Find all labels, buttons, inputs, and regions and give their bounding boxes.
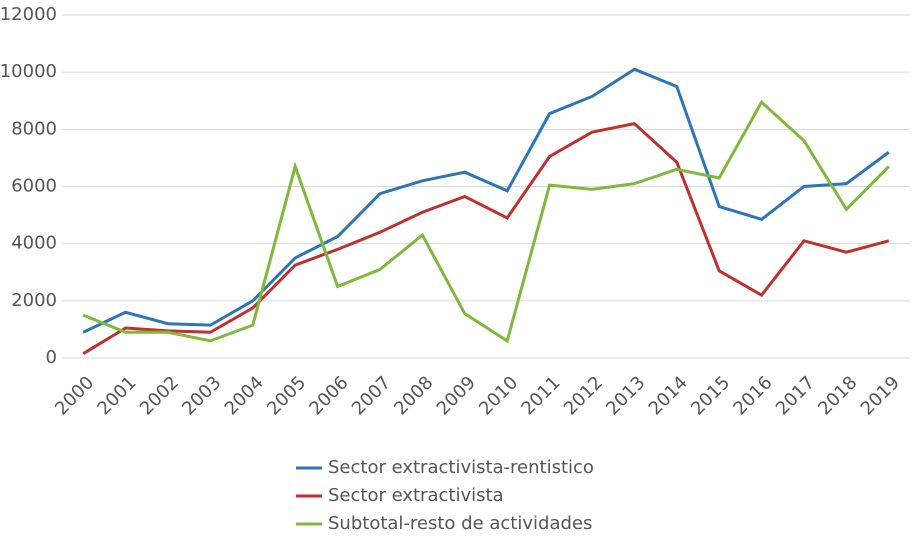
y-tick-label: 0: [46, 347, 57, 368]
y-tick-label: 10000: [0, 61, 57, 82]
x-tick-label: 2017: [772, 372, 819, 419]
legend-label: Sector extractivista-rentistico: [328, 457, 594, 478]
x-tick-label: 2006: [305, 372, 352, 419]
x-tick-label: 2008: [390, 372, 437, 419]
line: [82, 99, 890, 344]
x-tick-label: 2002: [136, 372, 183, 419]
x-tick-label: 2007: [348, 372, 395, 419]
y-tick-label: 4000: [11, 233, 57, 254]
y-tick-label: 6000: [11, 176, 57, 197]
x-tick-label: 2013: [602, 372, 649, 419]
line: [82, 67, 890, 334]
x-tick-label: 2005: [263, 372, 310, 419]
x-tick-label: 2010: [475, 372, 522, 419]
legend-label: Sector extractivista: [328, 485, 504, 506]
y-tick-label: 2000: [11, 290, 57, 311]
line: [82, 121, 890, 355]
x-tick-label: 2018: [814, 372, 861, 419]
x-tick-label: 2019: [857, 372, 904, 419]
x-tick-label: 2003: [178, 372, 225, 419]
x-tick-label: 2000: [51, 372, 98, 419]
x-tick-label: 2015: [687, 372, 734, 419]
x-tick-label: 2014: [645, 372, 692, 419]
legend-label: Subtotal-resto de actividades: [328, 513, 592, 534]
x-tick-label: 2001: [93, 372, 140, 419]
x-tick-label: 2004: [221, 372, 268, 419]
y-tick-label: 12000: [0, 4, 57, 25]
x-tick-label: 2016: [729, 372, 776, 419]
x-tick-label: 2012: [560, 372, 607, 419]
x-tick-label: 2011: [517, 372, 564, 419]
y-tick-label: 8000: [11, 118, 57, 139]
x-tick-label: 2009: [433, 372, 480, 419]
